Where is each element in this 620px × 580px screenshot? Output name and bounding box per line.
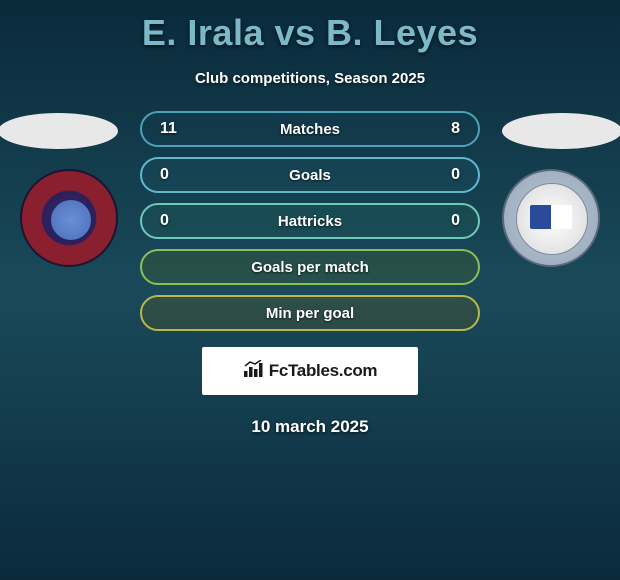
chart-icon (243, 360, 265, 383)
site-logo[interactable]: FcTables.com (202, 347, 418, 395)
stat-row: 0Goals0 (140, 157, 480, 193)
team-badge-left (20, 169, 118, 267)
stat-label: Hattricks (142, 213, 478, 230)
comparison-content: 11Matches80Goals00Hattricks0Goals per ma… (0, 111, 620, 437)
stat-value-left: 0 (160, 166, 180, 184)
stat-label: Goals (142, 167, 478, 184)
stat-rows: 11Matches80Goals00Hattricks0Goals per ma… (140, 111, 480, 331)
stat-value-left: 11 (160, 120, 180, 138)
stat-label: Min per goal (142, 305, 478, 322)
stat-value-right: 8 (440, 120, 460, 138)
stat-label: Goals per match (142, 259, 478, 276)
page-subtitle: Club competitions, Season 2025 (0, 70, 620, 87)
stat-value-left: 0 (160, 212, 180, 230)
team-badge-right (502, 169, 600, 267)
stat-row: Min per goal (140, 295, 480, 331)
player-right-placeholder (502, 113, 620, 149)
page-title: E. Irala vs B. Leyes (0, 0, 620, 54)
comparison-date: 10 march 2025 (0, 417, 620, 437)
player-left-placeholder (0, 113, 118, 149)
stat-row: Goals per match (140, 249, 480, 285)
stat-row: 0Hattricks0 (140, 203, 480, 239)
stat-row: 11Matches8 (140, 111, 480, 147)
stat-label: Matches (142, 121, 478, 138)
stat-value-right: 0 (440, 212, 460, 230)
stat-value-right: 0 (440, 166, 460, 184)
logo-text: FcTables.com (269, 361, 378, 381)
